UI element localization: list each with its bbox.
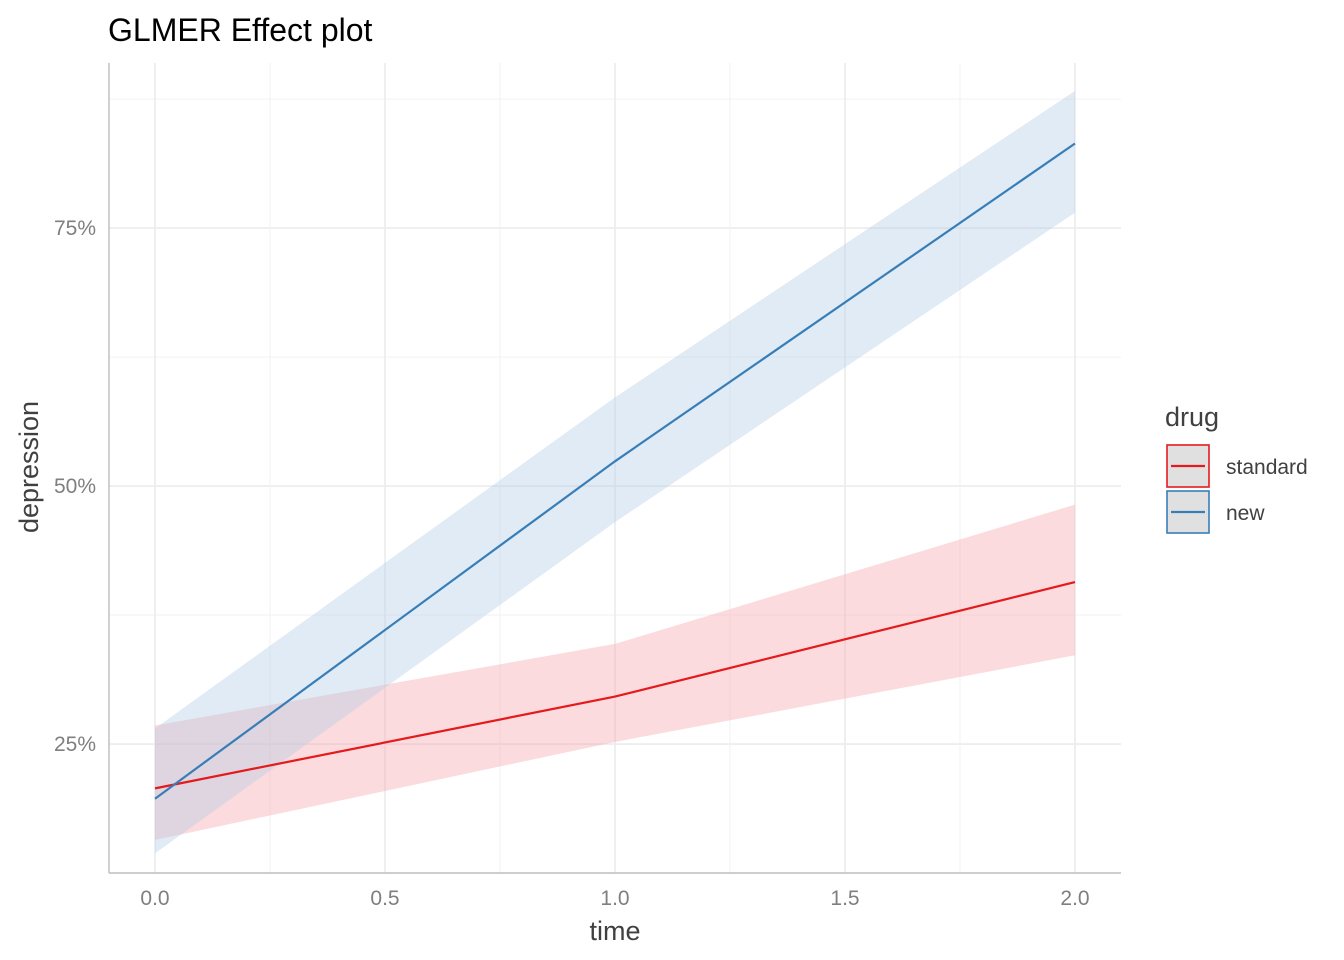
grid <box>109 63 1121 874</box>
ribbon-new <box>155 90 1075 854</box>
legend-items: standard new <box>1166 444 1308 534</box>
x-axis-title: time <box>589 916 640 946</box>
x-tick-label: 2.0 <box>1060 887 1089 910</box>
chart-title: GLMER Effect plot <box>108 12 373 48</box>
x-tick-label: 0.0 <box>140 887 169 910</box>
x-tick-label: 1.0 <box>600 887 629 910</box>
y-axis-title: depression <box>14 401 44 533</box>
legend-label: standard <box>1226 456 1308 479</box>
ribbon-standard <box>155 504 1075 840</box>
legend-title: drug <box>1165 402 1219 432</box>
y-tick-label: 50% <box>54 475 96 498</box>
legend-label: new <box>1226 502 1265 525</box>
line-new <box>154 142 1076 800</box>
legend-item-new: new <box>1166 490 1265 534</box>
x-tick-label: 0.5 <box>370 887 399 910</box>
y-tick-labels: 25% 50% 75% <box>54 217 96 756</box>
y-tick-label: 75% <box>54 217 96 240</box>
x-tick-labels: 0.0 0.5 1.0 1.5 2.0 <box>140 887 1089 910</box>
axes <box>108 63 1121 874</box>
series-lines <box>154 142 1076 800</box>
legend-item-standard: standard <box>1166 444 1308 488</box>
confidence-ribbons <box>155 90 1075 854</box>
x-tick-label: 1.5 <box>830 887 859 910</box>
legend: drug standard new <box>1165 402 1308 534</box>
y-tick-label: 25% <box>54 733 96 756</box>
line-standard <box>154 580 1076 790</box>
